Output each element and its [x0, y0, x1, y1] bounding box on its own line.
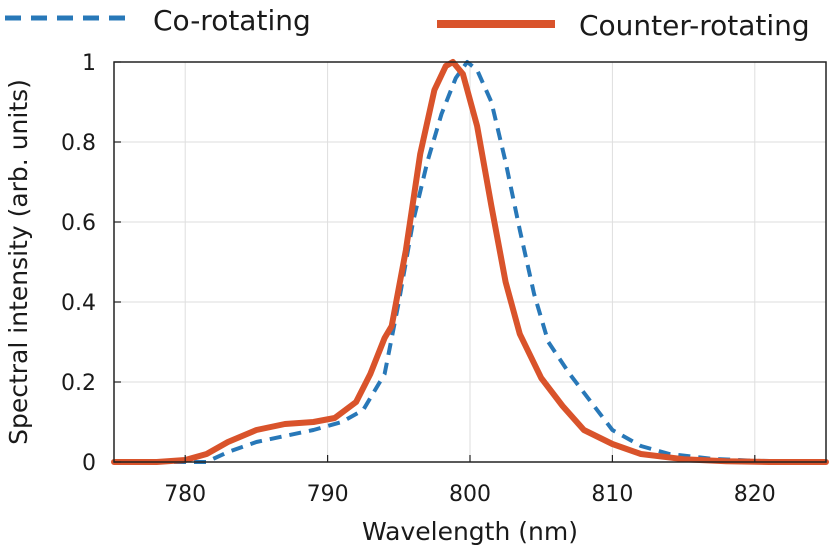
series-line-co-rotating: [114, 60, 827, 464]
series-line-counter-rotating: [111, 59, 829, 465]
x-tick-label: 780: [164, 482, 206, 507]
y-ticks: 0 0.2 0.4 0.6 0.8 1: [61, 51, 121, 476]
legend: Co-rotating Counter-rotating: [5, 4, 810, 42]
x-ticks: 780 790 800 810 820: [164, 455, 776, 507]
y-tick-label: 0.8: [61, 131, 96, 156]
series-layer: [111, 59, 829, 465]
x-axis-label: Wavelength (nm): [362, 517, 578, 546]
y-axis-label: Spectral intensity (arb. units): [4, 79, 33, 445]
x-tick-label: 790: [307, 482, 349, 507]
y-tick-label: 0.4: [61, 291, 96, 316]
x-tick-label: 800: [449, 482, 491, 507]
legend-label-counter-rotating: Counter-rotating: [579, 9, 810, 42]
x-tick-label: 810: [591, 482, 633, 507]
grid: [114, 62, 826, 462]
y-tick-label: 1: [82, 51, 96, 76]
legend-label-co-rotating: Co-rotating: [153, 4, 311, 37]
x-tick-label: 820: [734, 482, 776, 507]
y-tick-label: 0.6: [61, 211, 96, 236]
y-tick-label: 0.2: [61, 371, 96, 396]
y-tick-label: 0: [82, 451, 96, 476]
